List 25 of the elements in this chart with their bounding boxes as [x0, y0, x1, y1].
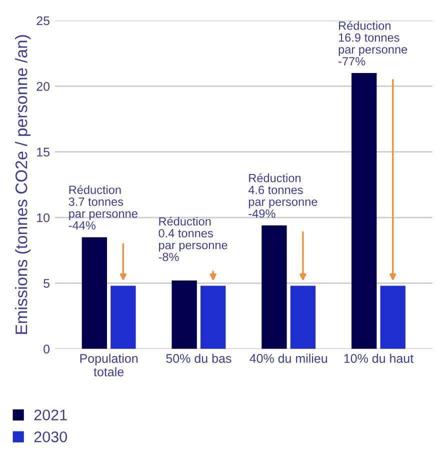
bar: [380, 286, 406, 349]
bar: [82, 237, 108, 349]
legend-label: 2021: [34, 410, 67, 420]
bar: [352, 73, 377, 349]
y-tick-label: 25: [36, 16, 50, 26]
bar: [200, 286, 226, 349]
y-tick-label: 15: [37, 148, 50, 156]
bar: [172, 280, 197, 349]
bar: [290, 286, 316, 349]
x-tick-label: 10% du haut: [344, 354, 414, 363]
y-tick-label: 10: [37, 213, 50, 222]
bar: [262, 225, 287, 349]
annotation: Réduction 0.4 tonnes par personne -8%: [158, 216, 228, 262]
y-tick-label: 0: [44, 344, 50, 354]
legend-label: 2030: [34, 431, 67, 442]
x-tick-label: Population totale: [80, 354, 138, 376]
annotation: Réduction 16.9 tonnes par personne -77%: [338, 21, 408, 66]
y-axis-title: Emissions (tonnes CO2e / personne /an): [15, 35, 31, 334]
annotation: Réduction 3.7 tonnes par personne -44%: [68, 185, 138, 230]
x-tick-label: 40% du milieu: [250, 354, 328, 363]
x-tick-label: 50% du bas: [166, 354, 232, 363]
bar: [110, 286, 136, 349]
y-tick-label: 20: [36, 82, 50, 91]
y-tick-label: 5: [44, 279, 50, 288]
annotation: Réduction 4.6 tonnes par personne -49%: [248, 173, 318, 218]
